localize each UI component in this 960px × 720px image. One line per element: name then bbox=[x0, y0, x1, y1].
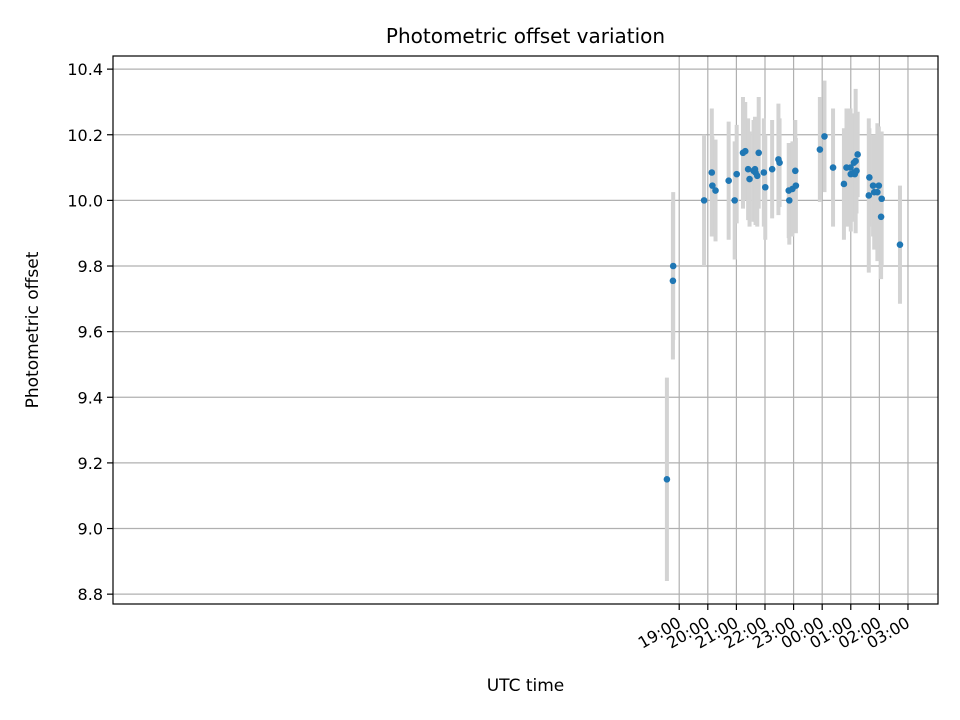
data-point bbox=[840, 180, 848, 188]
data-point bbox=[869, 182, 877, 189]
chart-title: Photometric offset variation bbox=[386, 24, 665, 48]
data-point bbox=[829, 164, 837, 171]
data-point bbox=[776, 159, 783, 166]
data-point bbox=[853, 167, 860, 175]
data-point bbox=[755, 149, 763, 157]
data-point bbox=[878, 195, 885, 203]
y-axis-label: Photometric offset bbox=[23, 251, 43, 408]
y-tick-label: 9.6 bbox=[78, 323, 103, 342]
data-point bbox=[865, 192, 873, 199]
data-point bbox=[761, 183, 769, 191]
data-point bbox=[731, 197, 738, 204]
data-point bbox=[733, 170, 740, 178]
data-point bbox=[669, 277, 677, 285]
data-point bbox=[669, 262, 677, 270]
y-tick-label: 9.8 bbox=[78, 257, 103, 276]
y-axis-ticks: 8.8 9.0 9.2 9.4 9.6 9.8 10.0 10.2 10.4 bbox=[67, 60, 113, 604]
data-point bbox=[821, 133, 828, 140]
data-point bbox=[847, 164, 854, 171]
data-point bbox=[746, 175, 753, 183]
data-point bbox=[760, 169, 768, 176]
data-point bbox=[725, 177, 732, 184]
y-tick-label: 10.2 bbox=[67, 126, 103, 145]
data-point bbox=[816, 146, 824, 153]
data-point bbox=[785, 197, 793, 204]
x-axis-label: UTC time bbox=[487, 676, 565, 696]
plot-frame bbox=[112, 55, 939, 605]
data-point bbox=[768, 165, 776, 173]
y-tick-label: 8.8 bbox=[78, 585, 103, 604]
data-point bbox=[663, 476, 671, 483]
data-point bbox=[875, 182, 883, 189]
data-points bbox=[663, 133, 904, 483]
data-point bbox=[708, 169, 716, 176]
y-tick-label: 10.0 bbox=[67, 191, 103, 210]
data-point bbox=[866, 174, 873, 181]
data-point bbox=[792, 167, 799, 175]
data-point bbox=[896, 241, 904, 248]
y-tick-label: 10.4 bbox=[67, 60, 103, 79]
y-tick-label: 9.4 bbox=[78, 388, 103, 407]
data-point bbox=[753, 172, 761, 180]
data-point bbox=[741, 147, 749, 155]
data-point bbox=[744, 165, 752, 173]
data-point bbox=[874, 188, 881, 196]
y-tick-label: 9.0 bbox=[78, 520, 103, 539]
data-point bbox=[852, 157, 859, 165]
data-point bbox=[712, 187, 719, 194]
data-point bbox=[700, 197, 708, 204]
data-point bbox=[709, 182, 716, 189]
data-point bbox=[854, 151, 861, 158]
data-point bbox=[792, 182, 800, 189]
y-tick-label: 9.2 bbox=[78, 454, 103, 473]
data-point bbox=[877, 213, 885, 221]
